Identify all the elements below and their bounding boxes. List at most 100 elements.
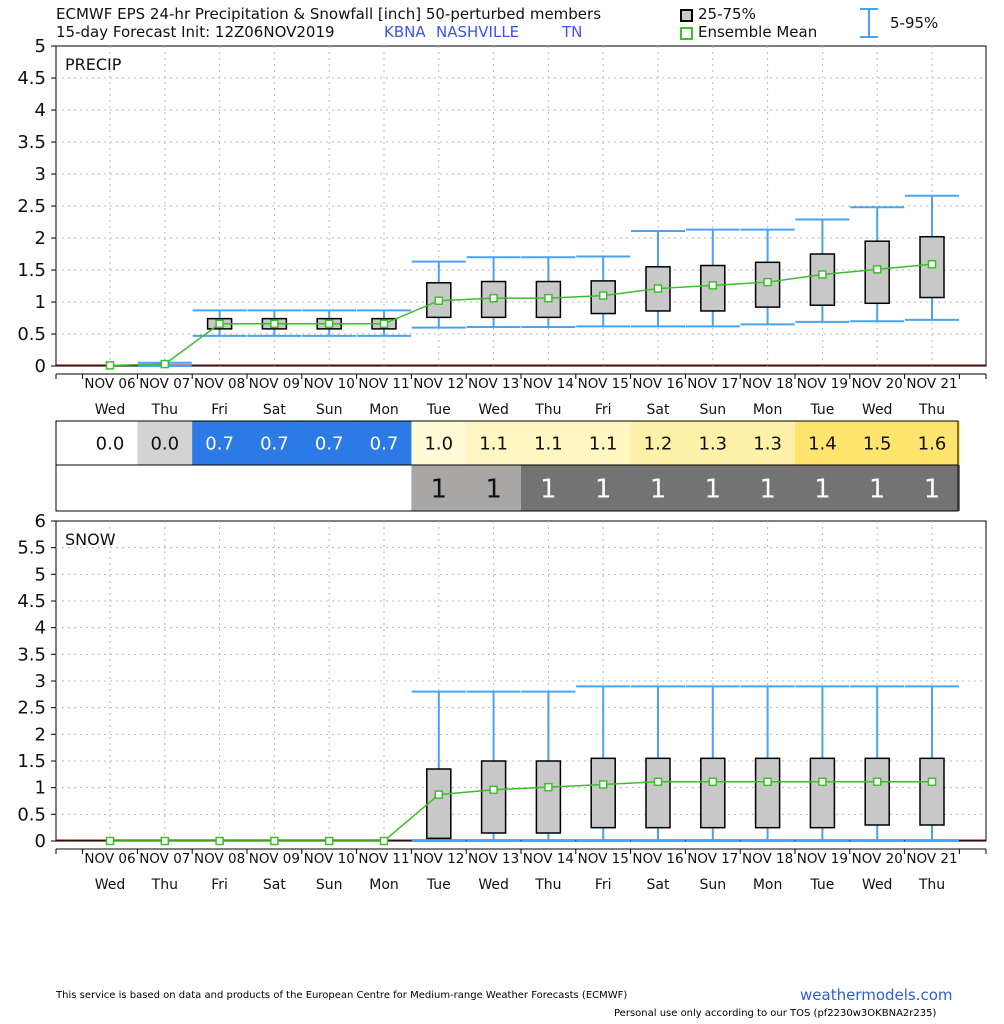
snow-weekday-label: Wed <box>862 877 893 893</box>
snow-weekday-label: Fri <box>211 877 228 893</box>
snow-weekday-label: Wed <box>95 877 126 893</box>
snow-table-row-frame <box>55 464 959 512</box>
mean-table-cell <box>630 421 686 465</box>
snow-iqr-box <box>535 760 562 834</box>
snow-iqr-box <box>426 768 452 840</box>
snow-date-label: NOV 08 <box>194 851 245 867</box>
precip-weekday-label: Thu <box>918 402 945 418</box>
mean-table-value: 1.1 <box>589 433 618 454</box>
mean-table-value: 0.7 <box>315 433 344 454</box>
snow-iqr-box <box>809 757 836 829</box>
snow-weekday-label: Thu <box>151 877 178 893</box>
snow-date-label: NOV 13 <box>468 851 519 867</box>
footer-site-link[interactable]: weathermodels.com <box>800 986 953 1004</box>
precip-panel-label: PRECIP <box>65 55 122 74</box>
legend-mean-swatch <box>680 27 693 40</box>
snow-ytick-label: 3 <box>35 671 46 692</box>
mean-table-cell <box>301 421 358 465</box>
snow-mean-marker <box>270 836 279 846</box>
precip-weekday-label: Sun <box>699 402 726 418</box>
precip-date-label: NOV 19 <box>797 376 848 392</box>
snow-table-cell <box>575 465 632 511</box>
precip-mean-marker <box>489 293 498 303</box>
snow-weekday-label: Thu <box>534 877 561 893</box>
snow-date-label: NOV 18 <box>742 851 793 867</box>
precip-date-label: NOV 11 <box>358 376 409 392</box>
snow-table-cell <box>137 465 193 511</box>
precip-date-label: NOV 21 <box>906 376 957 392</box>
snow-iqr-box <box>864 757 890 826</box>
snow-date-label: NOV 10 <box>304 851 355 867</box>
mean-table-cell <box>411 421 467 465</box>
mean-table-value: 0.0 <box>96 433 125 454</box>
mean-table-cell <box>466 421 522 465</box>
snow-table-value: 1 <box>924 474 941 504</box>
snow-date-label: NOV 11 <box>358 851 409 867</box>
precip-date-label: NOV 17 <box>687 376 738 392</box>
snow-mean-marker <box>818 777 827 787</box>
precip-mean-marker <box>872 265 882 274</box>
mean-table-cell <box>849 421 906 465</box>
snow-weekday-label: Tue <box>809 877 834 893</box>
precip-weekday-label: Wed <box>95 402 126 418</box>
snow-mean-marker <box>105 836 115 846</box>
snow-table-cell <box>849 465 906 511</box>
legend-mean-label: Ensemble Mean <box>698 23 818 41</box>
precip-weekday-label: Mon <box>753 402 783 418</box>
precip-ytick-label: 0 <box>35 356 46 377</box>
precip-weekday-label: Thu <box>151 402 178 418</box>
mean-table-cell <box>192 421 248 465</box>
snow-date-label: NOV 21 <box>906 851 957 867</box>
precip-ytick-label: 5 <box>35 36 46 57</box>
mean-table-cell <box>685 421 741 465</box>
snow-ytick-label: 5 <box>35 564 46 585</box>
precip-date-label: NOV 18 <box>742 376 793 392</box>
precip-date-label: NOV 06 <box>84 376 135 392</box>
snow-table-cell <box>466 465 522 511</box>
mean-table-value: 1.0 <box>424 433 453 454</box>
snow-mean-marker <box>215 836 224 846</box>
mean-table-value: 0.7 <box>260 433 289 454</box>
snow-table-value: 1 <box>869 474 886 504</box>
snow-table-cell <box>82 465 138 511</box>
snow-iqr-box <box>480 760 507 834</box>
precip-ytick-label: 1 <box>35 292 46 313</box>
snow-table-value: 1 <box>814 474 831 504</box>
mean-table-value: 1.5 <box>863 433 892 454</box>
mean-table-cell <box>795 421 851 465</box>
precip-weekday-label: Sat <box>263 402 286 418</box>
snow-weekday-label: Sat <box>263 877 286 893</box>
mean-table-cell <box>740 421 796 465</box>
snow-weekday-label: Thu <box>918 877 945 893</box>
legend-whisker-label: 5-95% <box>890 14 939 32</box>
precip-mean-marker <box>544 293 553 303</box>
chart-subtitle: 15-day Forecast Init: 12Z06NOV2019 <box>56 23 335 41</box>
mean-table-cell <box>82 421 138 465</box>
snow-weekday-label: Sun <box>699 877 726 893</box>
mean-table-value: 1.3 <box>698 433 727 454</box>
snow-table-cell <box>904 465 960 511</box>
precip-ytick-label: 3.5 <box>17 132 46 153</box>
snow-ytick-label: 5.5 <box>17 538 46 559</box>
snow-date-label: NOV 12 <box>413 851 464 867</box>
precip-weekday-label: Wed <box>478 402 509 418</box>
snow-weekday-label: Fri <box>595 877 612 893</box>
snow-iqr-box <box>590 757 616 829</box>
mean-table-value: 1.4 <box>808 433 837 454</box>
snow-mean-marker <box>489 785 498 795</box>
snow-table-cell <box>301 465 358 511</box>
location-state: TN <box>562 23 583 41</box>
precip-ytick-label: 0.5 <box>17 324 46 345</box>
precip-mean-marker <box>270 319 279 329</box>
snow-mean-marker <box>160 836 170 846</box>
chart-title: ECMWF EPS 24-hr Precipitation & Snowfall… <box>56 5 602 23</box>
snow-table-cell <box>630 465 686 511</box>
snow-table-value: 1 <box>595 474 612 504</box>
location-station: KBNA <box>384 23 426 41</box>
precip-date-label: NOV 14 <box>523 376 574 392</box>
snow-mean-marker <box>379 836 389 846</box>
mean-table-value: 1.1 <box>479 433 508 454</box>
precip-mean-marker <box>379 319 389 329</box>
snow-mean-marker <box>544 782 553 792</box>
